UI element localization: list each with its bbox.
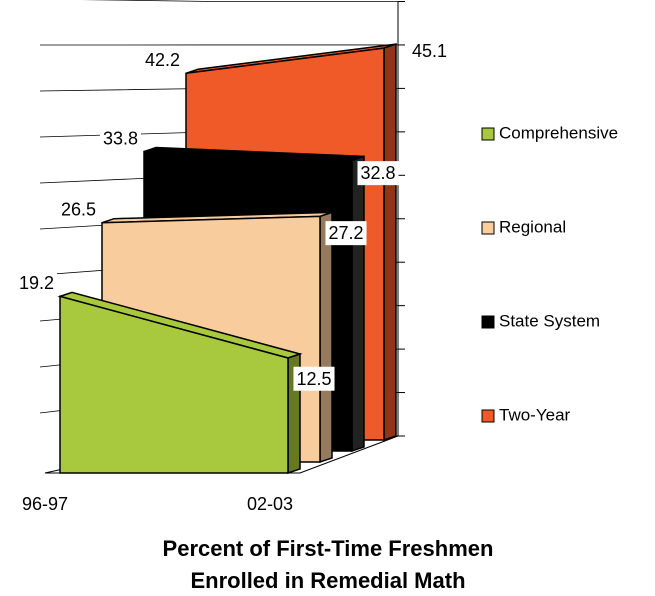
label-background [293,366,335,391]
legend-swatch [481,409,495,423]
area-side [383,43,397,442]
label-background [409,38,451,63]
legend-swatch [481,127,495,141]
legend-swatch [481,315,495,329]
legend-label: Regional [499,217,566,236]
grid-line [81,0,398,2]
x-tick-label: 02-03 [247,494,293,514]
data-label: 42.2 [145,50,180,70]
area [59,295,289,474]
legend-label: Two-Year [499,405,571,424]
label-background [357,161,399,186]
data-label: 33.8 [103,128,138,148]
data-label: 26.5 [61,199,96,219]
label-background [141,48,183,73]
label-background [325,221,367,246]
legend-label: Comprehensive [499,123,618,142]
label-background [99,126,141,151]
area-side [319,211,333,464]
data-label: 45.1 [412,41,447,61]
data-label: 12.5 [296,369,331,389]
x-tick-label: 96-97 [22,494,68,514]
data-label: 19.2 [19,273,54,293]
chart-title: Enrolled in Remedial Math [190,568,465,593]
label-background [15,271,57,296]
legend-swatch [481,221,495,235]
label-background [57,197,99,222]
area-side [351,155,365,453]
data-label: 27.2 [328,223,363,243]
legend-label: State System [499,311,600,330]
data-label: 32.8 [360,163,395,183]
chart-title: Percent of First-Time Freshmen [163,536,494,561]
